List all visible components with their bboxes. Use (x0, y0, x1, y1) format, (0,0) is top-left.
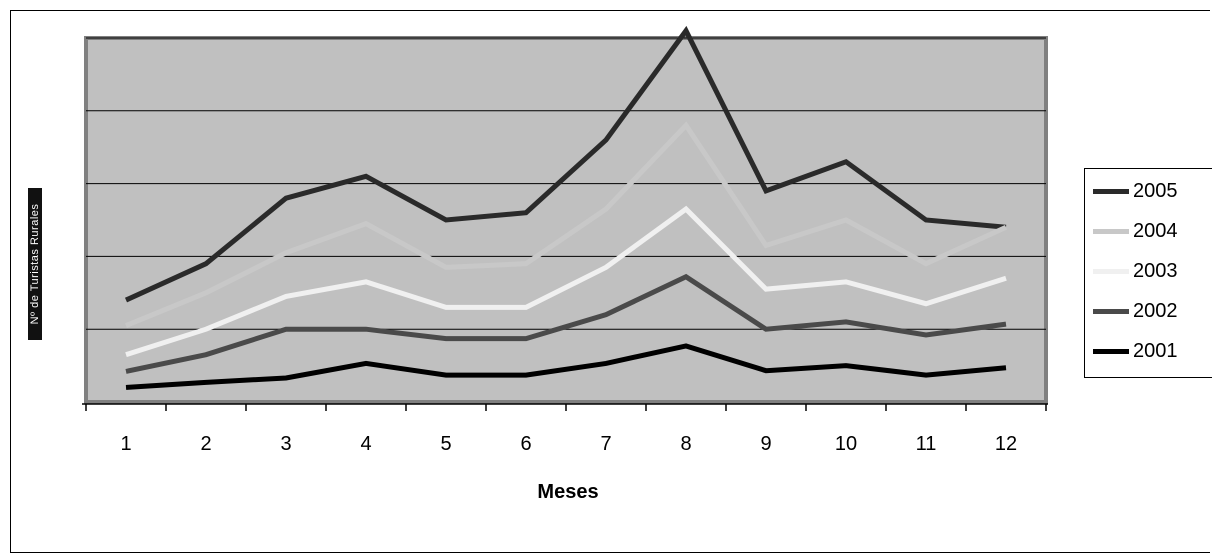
legend-label: 2005 (1133, 180, 1178, 203)
x-tick-label: 8 (680, 433, 691, 455)
x-tick-label: 10 (835, 433, 857, 455)
x-tick-label: 5 (440, 433, 451, 455)
y-axis-title: Nº de Turistas Rurales (28, 188, 42, 340)
x-tick-label: 3 (280, 433, 291, 455)
x-tick-label: 12 (995, 433, 1017, 455)
x-tick-label: 6 (520, 433, 531, 455)
legend-label: 2002 (1133, 300, 1178, 323)
legend: 2005 2004 2003 2002 2001 (1084, 168, 1212, 378)
legend-item-2005: 2005 (1093, 179, 1178, 203)
legend-swatch (1093, 349, 1129, 354)
legend-swatch (1093, 269, 1129, 274)
x-axis: 1 2 3 4 5 6 7 8 9 10 11 12 (82, 404, 1048, 455)
x-tick-label: 9 (760, 433, 771, 455)
y-axis-title-text: Nº de Turistas Rurales (29, 204, 41, 325)
legend-swatch (1093, 229, 1129, 234)
legend-swatch (1093, 189, 1129, 194)
legend-item-2002: 2002 (1093, 299, 1178, 323)
legend-swatch (1093, 309, 1129, 314)
x-tick-label: 1 (120, 433, 131, 455)
x-tick-label: 7 (600, 433, 611, 455)
legend-label: 2001 (1133, 340, 1178, 363)
legend-item-2004: 2004 (1093, 219, 1178, 243)
x-tick-label: 2 (200, 433, 211, 455)
x-tick-label: 4 (360, 433, 371, 455)
legend-label: 2004 (1133, 220, 1178, 243)
x-tick-label: 11 (916, 433, 937, 455)
x-axis-title: Meses (537, 481, 598, 503)
legend-label: 2003 (1133, 260, 1178, 283)
legend-item-2003: 2003 (1093, 259, 1178, 283)
legend-item-2001: 2001 (1093, 339, 1178, 363)
